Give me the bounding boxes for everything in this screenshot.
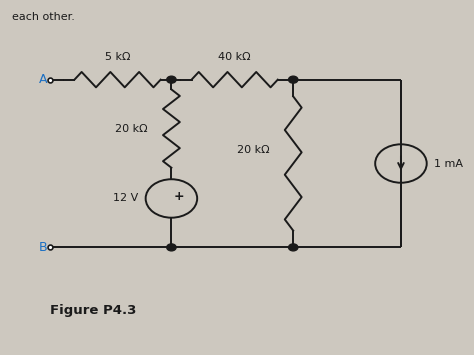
Text: 1 mA: 1 mA bbox=[434, 159, 463, 169]
Text: 12 V: 12 V bbox=[113, 193, 138, 203]
Text: each other.: each other. bbox=[12, 11, 75, 22]
Text: B: B bbox=[39, 241, 47, 254]
Text: A: A bbox=[39, 73, 47, 86]
Text: 20 kΩ: 20 kΩ bbox=[237, 144, 270, 154]
Circle shape bbox=[167, 76, 176, 83]
Text: Figure P4.3: Figure P4.3 bbox=[50, 304, 136, 317]
Text: 20 kΩ: 20 kΩ bbox=[115, 124, 148, 133]
Text: 5 kΩ: 5 kΩ bbox=[105, 52, 130, 62]
Circle shape bbox=[289, 76, 298, 83]
Text: 40 kΩ: 40 kΩ bbox=[219, 52, 251, 62]
Text: +: + bbox=[173, 190, 184, 203]
Circle shape bbox=[167, 244, 176, 251]
Circle shape bbox=[289, 244, 298, 251]
